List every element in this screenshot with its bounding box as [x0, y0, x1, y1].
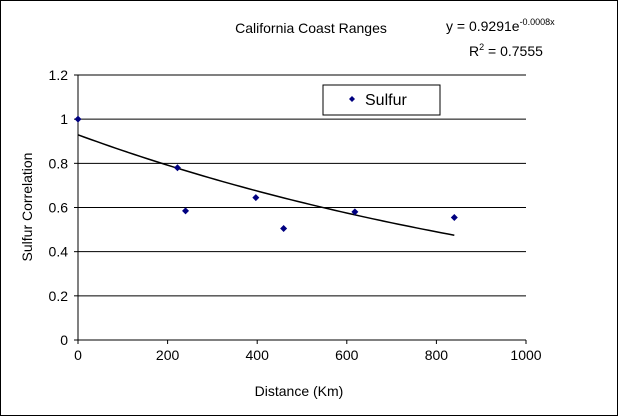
y-tick-label-6: 1.2 [49, 67, 69, 83]
trendline-equation: y = 0.9291e-0.0008x [446, 17, 555, 34]
r2-superscript: 2 [479, 42, 484, 52]
equation-prefix: y = 0.9291e [446, 18, 520, 34]
trendline [77, 134, 455, 236]
data-point-0 [74, 115, 82, 123]
x-tick-labels: 0 200 400 600 800 1000 [74, 347, 542, 363]
legend-box [322, 84, 441, 116]
data-point-4 [280, 224, 288, 232]
grid-lines [78, 74, 526, 297]
data-points [74, 115, 458, 232]
y-tick-label-1: 0.2 [49, 288, 69, 304]
x-tick-label-5: 1000 [510, 347, 541, 363]
y-tick-label-2: 0.4 [49, 244, 69, 260]
r-squared: R2 = 0.7555 [469, 42, 543, 59]
r2-prefix: R [469, 43, 479, 59]
chart-title: California Coast Ranges [235, 20, 387, 36]
y-tick-label-4: 0.8 [49, 155, 69, 171]
legend-label-sulfur: Sulfur [365, 92, 407, 109]
x-tick-label-3: 600 [335, 347, 359, 363]
y-tick-label-5: 1 [60, 111, 68, 127]
x-tick-label-2: 400 [246, 347, 270, 363]
legend: Sulfur [322, 84, 441, 116]
axes [74, 74, 527, 344]
plot-area: 0 0.2 0.4 0.6 0.8 1 1.2 0 200 400 600 800 1000 [49, 67, 542, 363]
data-point-5 [351, 208, 359, 216]
y-tick-labels: 0 0.2 0.4 0.6 0.8 1 1.2 [49, 67, 69, 348]
x-tick-label-0: 0 [74, 347, 82, 363]
y-tick-label-3: 0.6 [49, 200, 69, 216]
y-axis-label: Sulfur Correlation [19, 153, 35, 262]
data-point-1 [173, 164, 181, 172]
x-axis-label: Distance (Km) [255, 383, 344, 399]
data-point-3 [252, 194, 260, 202]
r2-value: = 0.7555 [484, 43, 543, 59]
equation-exponent: -0.0008x [520, 17, 556, 27]
x-tick-label-4: 800 [425, 347, 449, 363]
data-point-6 [450, 213, 458, 221]
legend-marker-sulfur [349, 96, 355, 102]
x-tick-label-1: 200 [156, 347, 180, 363]
data-point-2 [182, 207, 190, 215]
y-tick-label-0: 0 [60, 332, 68, 348]
